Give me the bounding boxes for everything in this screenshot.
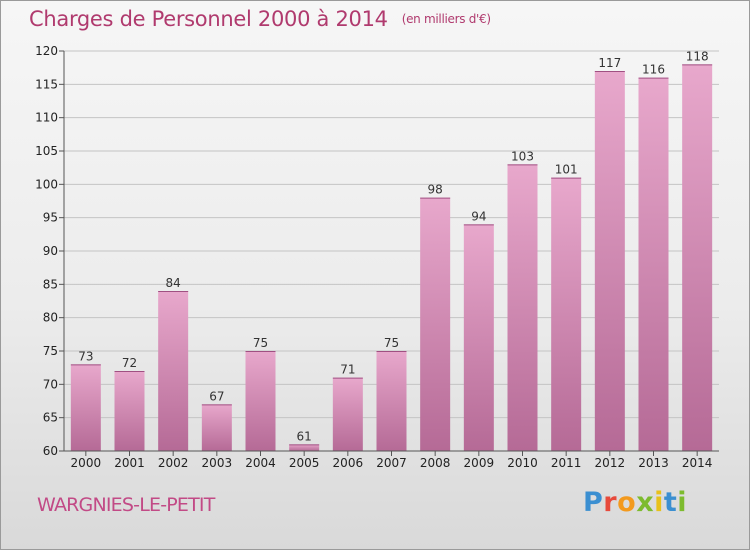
y-tick-label: 60	[43, 444, 58, 458]
bar-value-label: 75	[384, 336, 399, 350]
bar	[332, 377, 363, 451]
y-tick-label: 80	[43, 311, 58, 325]
place-name: WARGNIES-LE-PETIT	[37, 494, 215, 516]
bar-value-label: 72	[122, 356, 137, 370]
y-tick-label: 120	[35, 44, 58, 58]
bar-value-label: 73	[78, 349, 93, 363]
bar	[158, 291, 189, 451]
x-tick-label: 2003	[202, 456, 233, 470]
logo-letter: i	[677, 487, 688, 518]
x-tick-label: 2010	[507, 456, 538, 470]
x-tick-label: 2008	[420, 456, 451, 470]
bar-value-label: 98	[428, 183, 443, 197]
x-tick-label: 2007	[376, 456, 407, 470]
logo-letter: t	[663, 487, 678, 518]
logo-letter: P	[583, 487, 604, 518]
bar-value-label: 116	[642, 63, 665, 77]
bars: 73 72 84 67 75 61 71 75 98 94 103 101 117 116 118	[70, 49, 713, 452]
bar	[289, 444, 320, 451]
bar-value-label: 84	[166, 276, 181, 290]
bar	[245, 351, 276, 451]
x-tick-label: 2000	[71, 456, 102, 470]
chart-title: Charges de Personnel 2000 à 2014 (en mill…	[29, 7, 491, 31]
bar-value-label: 67	[209, 389, 224, 403]
chart-title-text: Charges de Personnel 2000 à 2014	[29, 7, 388, 31]
y-tick-label: 115	[35, 77, 58, 91]
logo-letter: r	[603, 487, 618, 518]
bar	[420, 197, 451, 451]
x-tick-label: 2011	[551, 456, 582, 470]
logo-letter: i	[654, 487, 664, 518]
y-tick-label: 70	[43, 377, 58, 391]
bar	[638, 77, 669, 452]
bar-value-label: 71	[340, 363, 355, 377]
x-tick-label: 2002	[158, 456, 189, 470]
bar	[594, 71, 625, 451]
bar-value-label: 101	[555, 163, 578, 177]
y-tick-label: 100	[35, 177, 58, 191]
proxiti-logo: Proxiti	[583, 487, 687, 518]
bar	[551, 177, 582, 451]
y-tick-label: 110	[35, 111, 58, 125]
x-tick-label: 2005	[289, 456, 320, 470]
x-tick-label: 2006	[333, 456, 364, 470]
y-tick-label: 85	[43, 277, 58, 291]
bar	[376, 351, 407, 451]
bar-value-label: 94	[471, 209, 486, 223]
bar	[201, 404, 232, 451]
bar-value-label: 117	[598, 56, 621, 70]
chart-subtitle: (en milliers d'€)	[401, 12, 491, 26]
bar-value-label: 103	[511, 149, 534, 163]
logo-letter: x	[636, 487, 655, 518]
x-tick-label: 2013	[638, 456, 669, 470]
logo-letter: o	[617, 487, 637, 518]
y-tick-label: 75	[43, 344, 58, 358]
y-tick-label: 65	[43, 411, 58, 425]
x-tick-label: 2001	[114, 456, 145, 470]
bar-value-label: 118	[686, 49, 709, 63]
bar	[463, 224, 494, 451]
y-tick-label: 95	[43, 211, 58, 225]
x-tick-label: 2009	[464, 456, 495, 470]
bar	[682, 64, 713, 452]
bar	[507, 164, 538, 452]
y-tick-label: 105	[35, 144, 58, 158]
x-tick-label: 2004	[245, 456, 276, 470]
y-axis: 60 65 70 75 80 85 90 95 100 105 110 115 120	[35, 44, 65, 458]
x-tick-label: 2014	[682, 456, 713, 470]
y-tick-label: 90	[43, 244, 58, 258]
x-tick-label: 2012	[595, 456, 626, 470]
bar-value-label: 61	[297, 429, 312, 443]
bar-value-label: 75	[253, 336, 268, 350]
bar	[114, 371, 145, 451]
x-axis: 2000 2001 2002 2003 2004 2005 2006 2007 2008 2009…	[64, 450, 719, 470]
bar	[70, 364, 101, 451]
